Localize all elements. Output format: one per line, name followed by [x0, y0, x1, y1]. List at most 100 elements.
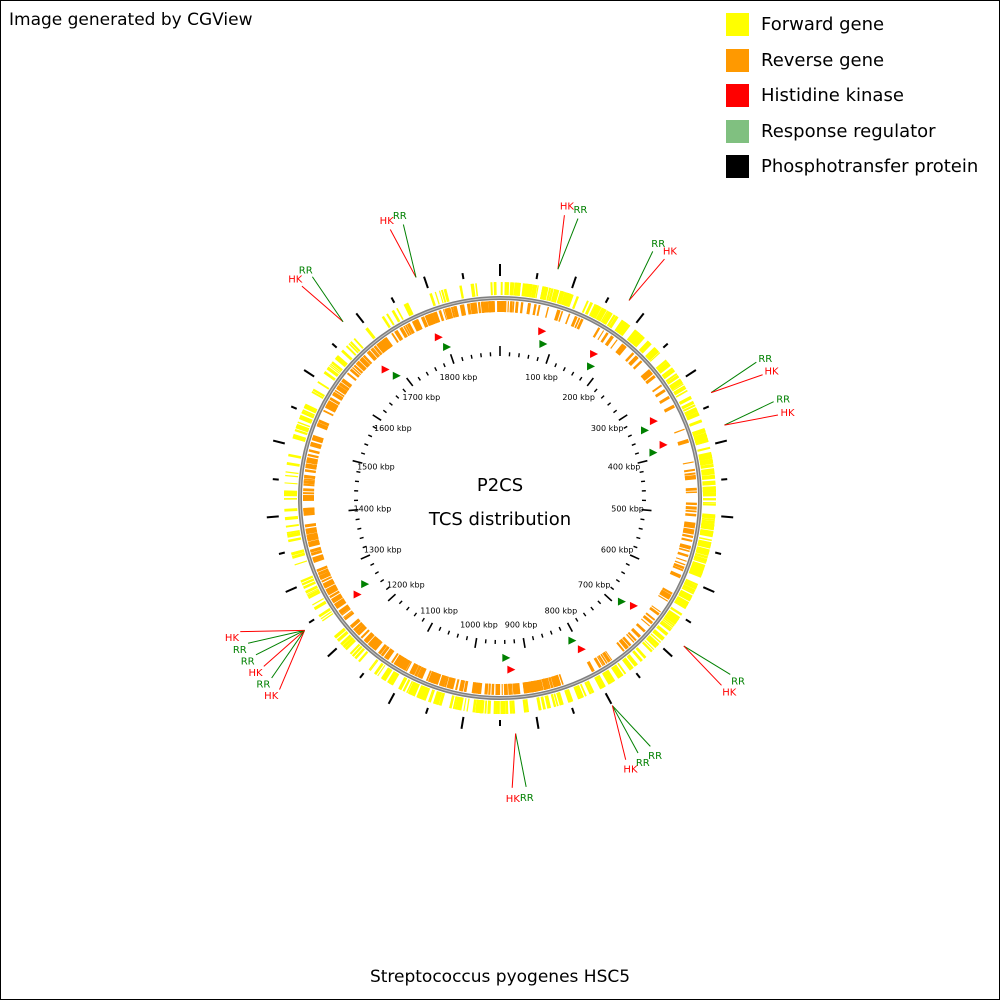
scale-label: 500 kbp	[611, 505, 644, 514]
reverse-gene-mark	[308, 541, 320, 547]
scale-minor-tick	[359, 536, 364, 540]
outer-major-tick	[460, 716, 465, 729]
reverse-gene-mark	[670, 570, 682, 577]
reverse-gene-mark	[339, 606, 351, 615]
scale-major-tick	[629, 554, 640, 560]
rr-label: RR	[233, 645, 247, 656]
forward-gene-mark	[644, 640, 655, 651]
forward-gene-mark	[701, 468, 715, 472]
scale-minor-tick	[382, 409, 387, 414]
scale-minor-tick	[417, 376, 421, 381]
forward-gene-mark	[659, 621, 672, 632]
forward-gene-mark	[438, 692, 446, 706]
reverse-gene-mark	[409, 663, 417, 674]
forward-gene-mark	[631, 333, 643, 346]
reverse-gene-mark	[418, 667, 424, 678]
reverse-gene-mark	[482, 301, 485, 313]
forward-gene-mark	[673, 385, 686, 394]
forward-gene-mark	[612, 665, 623, 678]
scale-major-tick	[566, 622, 574, 633]
reverse-gene-mark	[411, 320, 420, 332]
callout-line	[628, 258, 665, 301]
forward-gene-mark	[341, 349, 353, 361]
scale-minor-tick	[356, 470, 361, 474]
outer-major-tick	[702, 586, 715, 593]
forward-gene-mark	[557, 691, 564, 705]
scale-minor-tick	[627, 434, 632, 438]
outer-major-tick	[714, 439, 728, 445]
outer-minor-tick	[662, 342, 669, 349]
reverse-gene-mark	[311, 438, 323, 444]
reverse-gene-mark	[597, 655, 605, 666]
forward-gene-mark	[619, 323, 629, 335]
scale-minor-tick	[380, 578, 385, 583]
reverse-gene-mark	[512, 683, 517, 695]
reverse-gene-mark	[681, 537, 693, 543]
scale-minor-tick	[364, 443, 369, 446]
forward-gene-mark	[539, 286, 545, 300]
forward-gene-mark	[382, 315, 391, 328]
reverse-gene-mark	[333, 598, 345, 607]
reverse-gene-mark	[356, 360, 367, 371]
reverse-gene-mark	[419, 667, 426, 679]
reverse-gene-mark	[432, 672, 439, 684]
forward-gene-mark	[664, 615, 676, 625]
forward-gene-mark	[320, 611, 333, 620]
reverse-gene-mark	[463, 680, 469, 693]
forward-gene-mark	[306, 588, 319, 596]
reverse-gene-mark	[473, 302, 478, 314]
callout-line	[611, 705, 651, 747]
reverse-gene-mark	[622, 636, 632, 647]
reverse-gene-mark	[514, 683, 519, 695]
forward-gene-mark	[427, 689, 434, 703]
reverse-gene-mark	[425, 670, 432, 682]
reverse-gene-mark	[565, 313, 571, 325]
outer-minor-tick	[331, 342, 338, 349]
reverse-gene-mark	[334, 389, 345, 398]
reverse-gene-mark	[355, 363, 365, 372]
forward-gene-mark	[686, 413, 700, 421]
forward-gene-mark	[512, 700, 515, 714]
forward-gene-mark	[475, 699, 480, 713]
scale-minor-tick	[388, 402, 393, 406]
forward-gene-mark	[406, 680, 414, 694]
reverse-gene-mark	[316, 565, 328, 573]
forward-gene-mark	[650, 633, 662, 643]
forward-gene-mark	[621, 324, 631, 337]
reverse-gene-mark	[305, 466, 317, 470]
legend-item-histidine-kinase: Histidine kinase	[726, 78, 978, 114]
scale-major-tick	[372, 414, 382, 422]
reverse-gene-mark	[618, 639, 628, 650]
scale-minor-tick	[597, 600, 602, 605]
reverse-gene-mark	[370, 638, 380, 649]
reverse-gene-mark	[370, 348, 380, 358]
reverse-gene-mark	[444, 308, 451, 320]
forward-gene-mark	[409, 682, 418, 696]
tcs-marker	[590, 350, 599, 359]
forward-gene-mark	[649, 352, 661, 362]
reverse-gene-mark	[383, 337, 393, 348]
reverse-gene-mark	[509, 683, 512, 695]
forward-gene-mark	[588, 303, 596, 316]
forward-gene-mark	[596, 674, 606, 688]
forward-gene-mark	[630, 332, 641, 344]
reverse-gene-mark	[630, 628, 641, 638]
reverse-gene-mark	[525, 681, 530, 694]
outer-minor-tick	[359, 672, 365, 679]
reverse-gene-mark	[434, 673, 442, 685]
reverse-gene-mark	[683, 527, 695, 532]
reverse-gene-mark	[675, 557, 687, 562]
reverse-gene-mark	[323, 409, 334, 417]
reverse-gene-mark	[546, 677, 551, 689]
backbone-circle	[298, 296, 702, 700]
inner-scale-ring	[348, 346, 652, 649]
forward-gene-mark	[695, 439, 709, 446]
reverse-gene-mark	[318, 419, 330, 427]
reverse-gene-mark	[424, 315, 432, 327]
scale-minor-tick	[638, 527, 643, 530]
forward-gene-mark	[647, 349, 659, 361]
forward-gene-mark	[305, 585, 319, 594]
reverse-gene-mark	[658, 595, 669, 602]
forward-gene-mark	[678, 592, 691, 602]
reverse-gene-mark	[403, 659, 411, 671]
